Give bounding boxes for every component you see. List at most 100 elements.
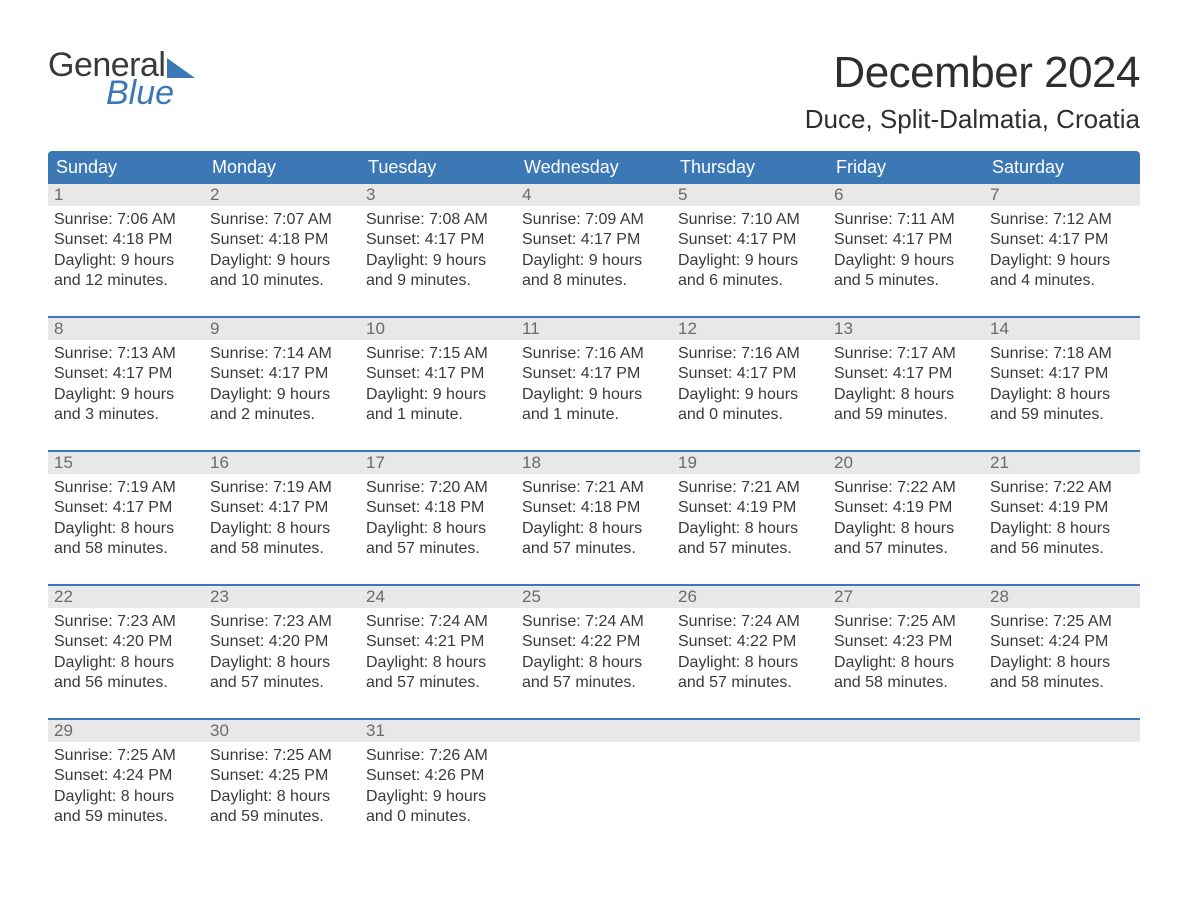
cell-body: Sunrise: 7:06 AMSunset: 4:18 PMDaylight:… [48, 206, 204, 292]
cell-body: Sunrise: 7:13 AMSunset: 4:17 PMDaylight:… [48, 340, 204, 426]
daylight-line-2: and 6 minutes. [678, 271, 822, 291]
weeks-container: 1Sunrise: 7:06 AMSunset: 4:18 PMDaylight… [48, 184, 1140, 830]
daylight-line-1: Daylight: 8 hours [834, 519, 978, 539]
sunrise-text: Sunrise: 7:12 AM [990, 210, 1134, 230]
sunrise-text: Sunrise: 7:06 AM [54, 210, 198, 230]
calendar-cell: 12Sunrise: 7:16 AMSunset: 4:17 PMDayligh… [672, 318, 828, 428]
calendar-cell-empty [516, 720, 672, 830]
daynum-row: 27 [828, 586, 984, 608]
daylight-line-1: Daylight: 8 hours [210, 653, 354, 673]
daylight-line-2: and 58 minutes. [54, 539, 198, 559]
week-row: 8Sunrise: 7:13 AMSunset: 4:17 PMDaylight… [48, 316, 1140, 428]
calendar-cell: 1Sunrise: 7:06 AMSunset: 4:18 PMDaylight… [48, 184, 204, 294]
sunset-text: Sunset: 4:22 PM [678, 632, 822, 652]
day-number: 22 [54, 587, 73, 607]
daynum-row [516, 720, 672, 742]
daynum-row: 7 [984, 184, 1140, 206]
sunset-text: Sunset: 4:17 PM [834, 230, 978, 250]
daylight-line-2: and 59 minutes. [834, 405, 978, 425]
cell-body: Sunrise: 7:11 AMSunset: 4:17 PMDaylight:… [828, 206, 984, 292]
calendar-cell: 9Sunrise: 7:14 AMSunset: 4:17 PMDaylight… [204, 318, 360, 428]
day-number: 10 [366, 319, 385, 339]
daylight-line-1: Daylight: 8 hours [834, 385, 978, 405]
day-header-cell: Thursday [672, 151, 828, 184]
calendar-cell: 2Sunrise: 7:07 AMSunset: 4:18 PMDaylight… [204, 184, 360, 294]
day-number: 6 [834, 185, 843, 205]
sunrise-text: Sunrise: 7:13 AM [54, 344, 198, 364]
daynum-row: 10 [360, 318, 516, 340]
calendar-cell: 20Sunrise: 7:22 AMSunset: 4:19 PMDayligh… [828, 452, 984, 562]
sunrise-text: Sunrise: 7:19 AM [210, 478, 354, 498]
sunset-text: Sunset: 4:18 PM [54, 230, 198, 250]
day-number: 23 [210, 587, 229, 607]
week-row: 1Sunrise: 7:06 AMSunset: 4:18 PMDaylight… [48, 184, 1140, 294]
cell-body: Sunrise: 7:23 AMSunset: 4:20 PMDaylight:… [204, 608, 360, 694]
cell-body: Sunrise: 7:19 AMSunset: 4:17 PMDaylight:… [48, 474, 204, 560]
calendar-cell: 3Sunrise: 7:08 AMSunset: 4:17 PMDaylight… [360, 184, 516, 294]
daynum-row: 18 [516, 452, 672, 474]
daylight-line-1: Daylight: 8 hours [990, 519, 1134, 539]
cell-body: Sunrise: 7:16 AMSunset: 4:17 PMDaylight:… [516, 340, 672, 426]
daylight-line-2: and 57 minutes. [522, 539, 666, 559]
sunset-text: Sunset: 4:24 PM [54, 766, 198, 786]
sunset-text: Sunset: 4:17 PM [522, 364, 666, 384]
sunrise-text: Sunrise: 7:25 AM [834, 612, 978, 632]
daynum-row: 5 [672, 184, 828, 206]
daylight-line-2: and 0 minutes. [678, 405, 822, 425]
logo: General Blue [48, 48, 195, 110]
sunrise-text: Sunrise: 7:19 AM [54, 478, 198, 498]
calendar-cell: 26Sunrise: 7:24 AMSunset: 4:22 PMDayligh… [672, 586, 828, 696]
cell-body: Sunrise: 7:10 AMSunset: 4:17 PMDaylight:… [672, 206, 828, 292]
daylight-line-1: Daylight: 8 hours [522, 653, 666, 673]
day-header-row: SundayMondayTuesdayWednesdayThursdayFrid… [48, 151, 1140, 184]
daynum-row: 11 [516, 318, 672, 340]
sunset-text: Sunset: 4:17 PM [366, 230, 510, 250]
sunrise-text: Sunrise: 7:21 AM [522, 478, 666, 498]
sunset-text: Sunset: 4:19 PM [834, 498, 978, 518]
sunset-text: Sunset: 4:17 PM [678, 230, 822, 250]
sunset-text: Sunset: 4:17 PM [54, 498, 198, 518]
cell-body: Sunrise: 7:19 AMSunset: 4:17 PMDaylight:… [204, 474, 360, 560]
day-number: 19 [678, 453, 697, 473]
day-number: 21 [990, 453, 1009, 473]
daylight-line-2: and 57 minutes. [210, 673, 354, 693]
daylight-line-1: Daylight: 8 hours [522, 519, 666, 539]
day-number: 11 [522, 319, 540, 339]
sunset-text: Sunset: 4:22 PM [522, 632, 666, 652]
daylight-line-1: Daylight: 9 hours [210, 385, 354, 405]
cell-body: Sunrise: 7:25 AMSunset: 4:25 PMDaylight:… [204, 742, 360, 828]
day-header-cell: Tuesday [360, 151, 516, 184]
daylight-line-2: and 5 minutes. [834, 271, 978, 291]
cell-body: Sunrise: 7:07 AMSunset: 4:18 PMDaylight:… [204, 206, 360, 292]
sunrise-text: Sunrise: 7:24 AM [522, 612, 666, 632]
week-row: 15Sunrise: 7:19 AMSunset: 4:17 PMDayligh… [48, 450, 1140, 562]
day-number: 31 [366, 721, 385, 741]
cell-body: Sunrise: 7:22 AMSunset: 4:19 PMDaylight:… [828, 474, 984, 560]
calendar-cell: 27Sunrise: 7:25 AMSunset: 4:23 PMDayligh… [828, 586, 984, 696]
sunset-text: Sunset: 4:17 PM [990, 230, 1134, 250]
daylight-line-1: Daylight: 9 hours [366, 251, 510, 271]
sunrise-text: Sunrise: 7:15 AM [366, 344, 510, 364]
cell-body: Sunrise: 7:23 AMSunset: 4:20 PMDaylight:… [48, 608, 204, 694]
sunrise-text: Sunrise: 7:07 AM [210, 210, 354, 230]
sunrise-text: Sunrise: 7:21 AM [678, 478, 822, 498]
daynum-row: 28 [984, 586, 1140, 608]
sunset-text: Sunset: 4:26 PM [366, 766, 510, 786]
week-row: 29Sunrise: 7:25 AMSunset: 4:24 PMDayligh… [48, 718, 1140, 830]
daylight-line-1: Daylight: 8 hours [990, 385, 1134, 405]
daylight-line-2: and 57 minutes. [366, 539, 510, 559]
calendar-cell: 16Sunrise: 7:19 AMSunset: 4:17 PMDayligh… [204, 452, 360, 562]
daylight-line-1: Daylight: 8 hours [54, 653, 198, 673]
cell-body: Sunrise: 7:25 AMSunset: 4:24 PMDaylight:… [984, 608, 1140, 694]
day-header-cell: Friday [828, 151, 984, 184]
cell-body: Sunrise: 7:12 AMSunset: 4:17 PMDaylight:… [984, 206, 1140, 292]
cell-body: Sunrise: 7:22 AMSunset: 4:19 PMDaylight:… [984, 474, 1140, 560]
daylight-line-1: Daylight: 9 hours [522, 251, 666, 271]
daylight-line-2: and 3 minutes. [54, 405, 198, 425]
calendar-cell: 21Sunrise: 7:22 AMSunset: 4:19 PMDayligh… [984, 452, 1140, 562]
daynum-row: 17 [360, 452, 516, 474]
day-number: 16 [210, 453, 229, 473]
daylight-line-2: and 57 minutes. [366, 673, 510, 693]
daylight-line-1: Daylight: 9 hours [54, 251, 198, 271]
calendar-cell: 31Sunrise: 7:26 AMSunset: 4:26 PMDayligh… [360, 720, 516, 830]
